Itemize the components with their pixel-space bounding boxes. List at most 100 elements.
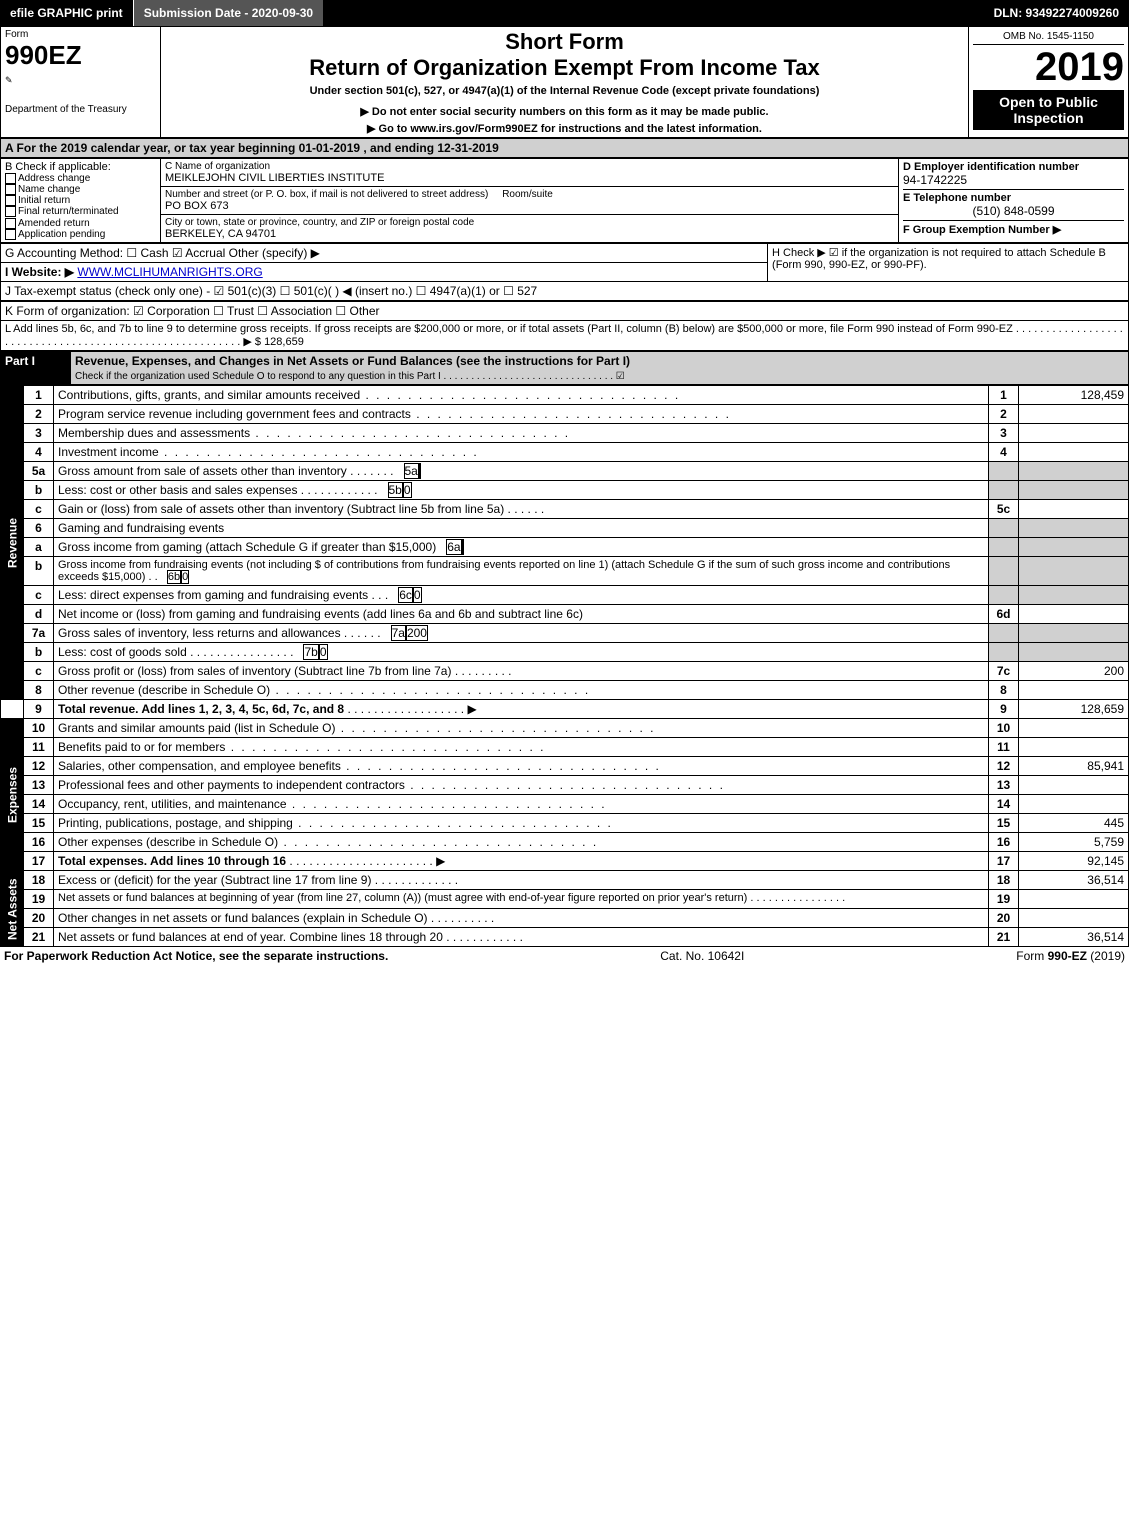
line-i-label: I Website: ▶ (5, 265, 74, 279)
chk-address[interactable]: Address change (18, 173, 90, 184)
amt-9: 128,659 (1019, 700, 1129, 719)
ln-19: Net assets or fund balances at beginning… (54, 890, 989, 909)
ln-3: Membership dues and assessments (54, 424, 989, 443)
ln-21-no: 21 (24, 928, 54, 947)
ln-8-no: 8 (24, 681, 54, 700)
ln-6d-no: d (24, 605, 54, 624)
amt-11 (1019, 738, 1129, 757)
return-title: Return of Organization Exempt From Incom… (165, 55, 964, 81)
ein: 94-1742225 (903, 173, 1124, 187)
ln-17-no: 17 (24, 852, 54, 871)
netassets-label: Net Assets (1, 871, 24, 947)
ln-11-no: 11 (24, 738, 54, 757)
amt-15: 445 (1019, 814, 1129, 833)
chk-initial[interactable]: Initial return (18, 195, 70, 206)
street-label: Number and street (or P. O. box, if mail… (165, 189, 488, 200)
amt-18: 36,514 (1019, 871, 1129, 890)
org-name: MEIKLEJOHN CIVIL LIBERTIES INSTITUTE (165, 172, 894, 184)
ln-4-no: 4 (24, 443, 54, 462)
ln-9: Total revenue. Add lines 1, 2, 3, 4, 5c,… (54, 700, 989, 719)
ln-6b: Gross income from fundraising events (no… (54, 557, 989, 586)
header-table: Form 990EZ ✎ Department of the Treasury … (0, 26, 1129, 138)
city-label: City or town, state or province, country… (165, 217, 894, 228)
line-j: J Tax-exempt status (check only one) - ☑… (1, 282, 1129, 301)
part1-title: Revenue, Expenses, and Changes in Net As… (75, 354, 630, 368)
ln-14: Occupancy, rent, utilities, and maintena… (54, 795, 989, 814)
ln-3-no: 3 (24, 424, 54, 443)
part1-table: Revenue 1 Contributions, gifts, grants, … (0, 385, 1129, 947)
ln-19-no: 19 (24, 890, 54, 909)
footer-left: For Paperwork Reduction Act Notice, see … (4, 949, 388, 963)
ln-15-no: 15 (24, 814, 54, 833)
ln-11: Benefits paid to or for members (54, 738, 989, 757)
ln-7c: Gross profit or (loss) from sales of inv… (54, 662, 989, 681)
ln-9-no: 9 (24, 700, 54, 719)
ln-6: Gaming and fundraising events (54, 519, 989, 538)
ln-7b: Less: cost of goods sold . . . . . . . .… (54, 643, 989, 662)
amt-6d (1019, 605, 1129, 624)
amt-4 (1019, 443, 1129, 462)
room-label: Room/suite (502, 189, 553, 200)
ln-5c: Gain or (loss) from sale of assets other… (54, 500, 989, 519)
ln-6-no: 6 (24, 519, 54, 538)
amt-20 (1019, 909, 1129, 928)
street: PO BOX 673 (165, 200, 894, 212)
ln-18-no: 18 (24, 871, 54, 890)
short-form: Short Form (165, 29, 964, 55)
ln-6c: Less: direct expenses from gaming and fu… (54, 586, 989, 605)
ln-13: Professional fees and other payments to … (54, 776, 989, 795)
ln-20-no: 20 (24, 909, 54, 928)
line-a: A For the 2019 calendar year, or tax yea… (1, 139, 1129, 158)
amt-1: 128,459 (1019, 386, 1129, 405)
ln-16-no: 16 (24, 833, 54, 852)
ln-21: Net assets or fund balances at end of ye… (54, 928, 989, 947)
ln-5a-no: 5a (24, 462, 54, 481)
ln-1: Contributions, gifts, grants, and simila… (54, 386, 989, 405)
efile-print-button[interactable]: efile GRAPHIC print (0, 0, 134, 26)
ln-6d: Net income or (loss) from gaming and fun… (54, 605, 989, 624)
ln-6c-no: c (24, 586, 54, 605)
ln-16: Other expenses (describe in Schedule O) (54, 833, 989, 852)
col-1: 1 (989, 386, 1019, 405)
ln-12: Salaries, other compensation, and employ… (54, 757, 989, 776)
amt-21: 36,514 (1019, 928, 1129, 947)
expenses-label: Expenses (1, 719, 24, 871)
line-g: G Accounting Method: ☐ Cash ☑ Accrual Ot… (1, 244, 768, 263)
ln-2-no: 2 (24, 405, 54, 424)
phone: (510) 848-0599 (903, 204, 1124, 218)
form-number: 990EZ (5, 40, 156, 71)
ln-5b: Less: cost or other basis and sales expe… (54, 481, 989, 500)
ln-6b-no: b (24, 557, 54, 586)
chk-pending[interactable]: Application pending (18, 229, 105, 240)
amt-17: 92,145 (1019, 852, 1129, 871)
chk-amended[interactable]: Amended return (18, 218, 90, 229)
amt-3 (1019, 424, 1129, 443)
ln-6a-no: a (24, 538, 54, 557)
ln-10-no: 10 (24, 719, 54, 738)
under-section: Under section 501(c), 527, or 4947(a)(1)… (165, 85, 964, 97)
ln-18: Excess or (deficit) for the year (Subtra… (54, 871, 989, 890)
amt-8 (1019, 681, 1129, 700)
ln-15: Printing, publications, postage, and shi… (54, 814, 989, 833)
dln: DLN: 93492274009260 (984, 0, 1129, 26)
dept-treasury: Department of the Treasury (5, 104, 156, 115)
ln-10: Grants and similar amounts paid (list in… (54, 719, 989, 738)
tax-year: 2019 (973, 45, 1124, 90)
footer: For Paperwork Reduction Act Notice, see … (0, 947, 1129, 965)
ln-7a: Gross sales of inventory, less returns a… (54, 624, 989, 643)
ln-13-no: 13 (24, 776, 54, 795)
line-k: K Form of organization: ☑ Corporation ☐ … (1, 302, 1129, 321)
goto-link[interactable]: ▶ Go to www.irs.gov/Form990EZ for instru… (165, 122, 964, 135)
omb: OMB No. 1545-1150 (973, 29, 1124, 45)
website-link[interactable]: WWW.MCLIHUMANRIGHTS.ORG (77, 265, 262, 279)
ln-17: Total expenses. Add lines 10 through 16 … (54, 852, 989, 871)
chk-final[interactable]: Final return/terminated (18, 207, 119, 218)
ln-5c-no: c (24, 500, 54, 519)
ln-20: Other changes in net assets or fund bala… (54, 909, 989, 928)
e-label: E Telephone number (903, 189, 1124, 204)
chk-name[interactable]: Name change (18, 184, 80, 195)
ln-6a: Gross income from gaming (attach Schedul… (54, 538, 989, 557)
ln-2: Program service revenue including govern… (54, 405, 989, 424)
ln-7b-no: b (24, 643, 54, 662)
ln-5a: Gross amount from sale of assets other t… (54, 462, 989, 481)
